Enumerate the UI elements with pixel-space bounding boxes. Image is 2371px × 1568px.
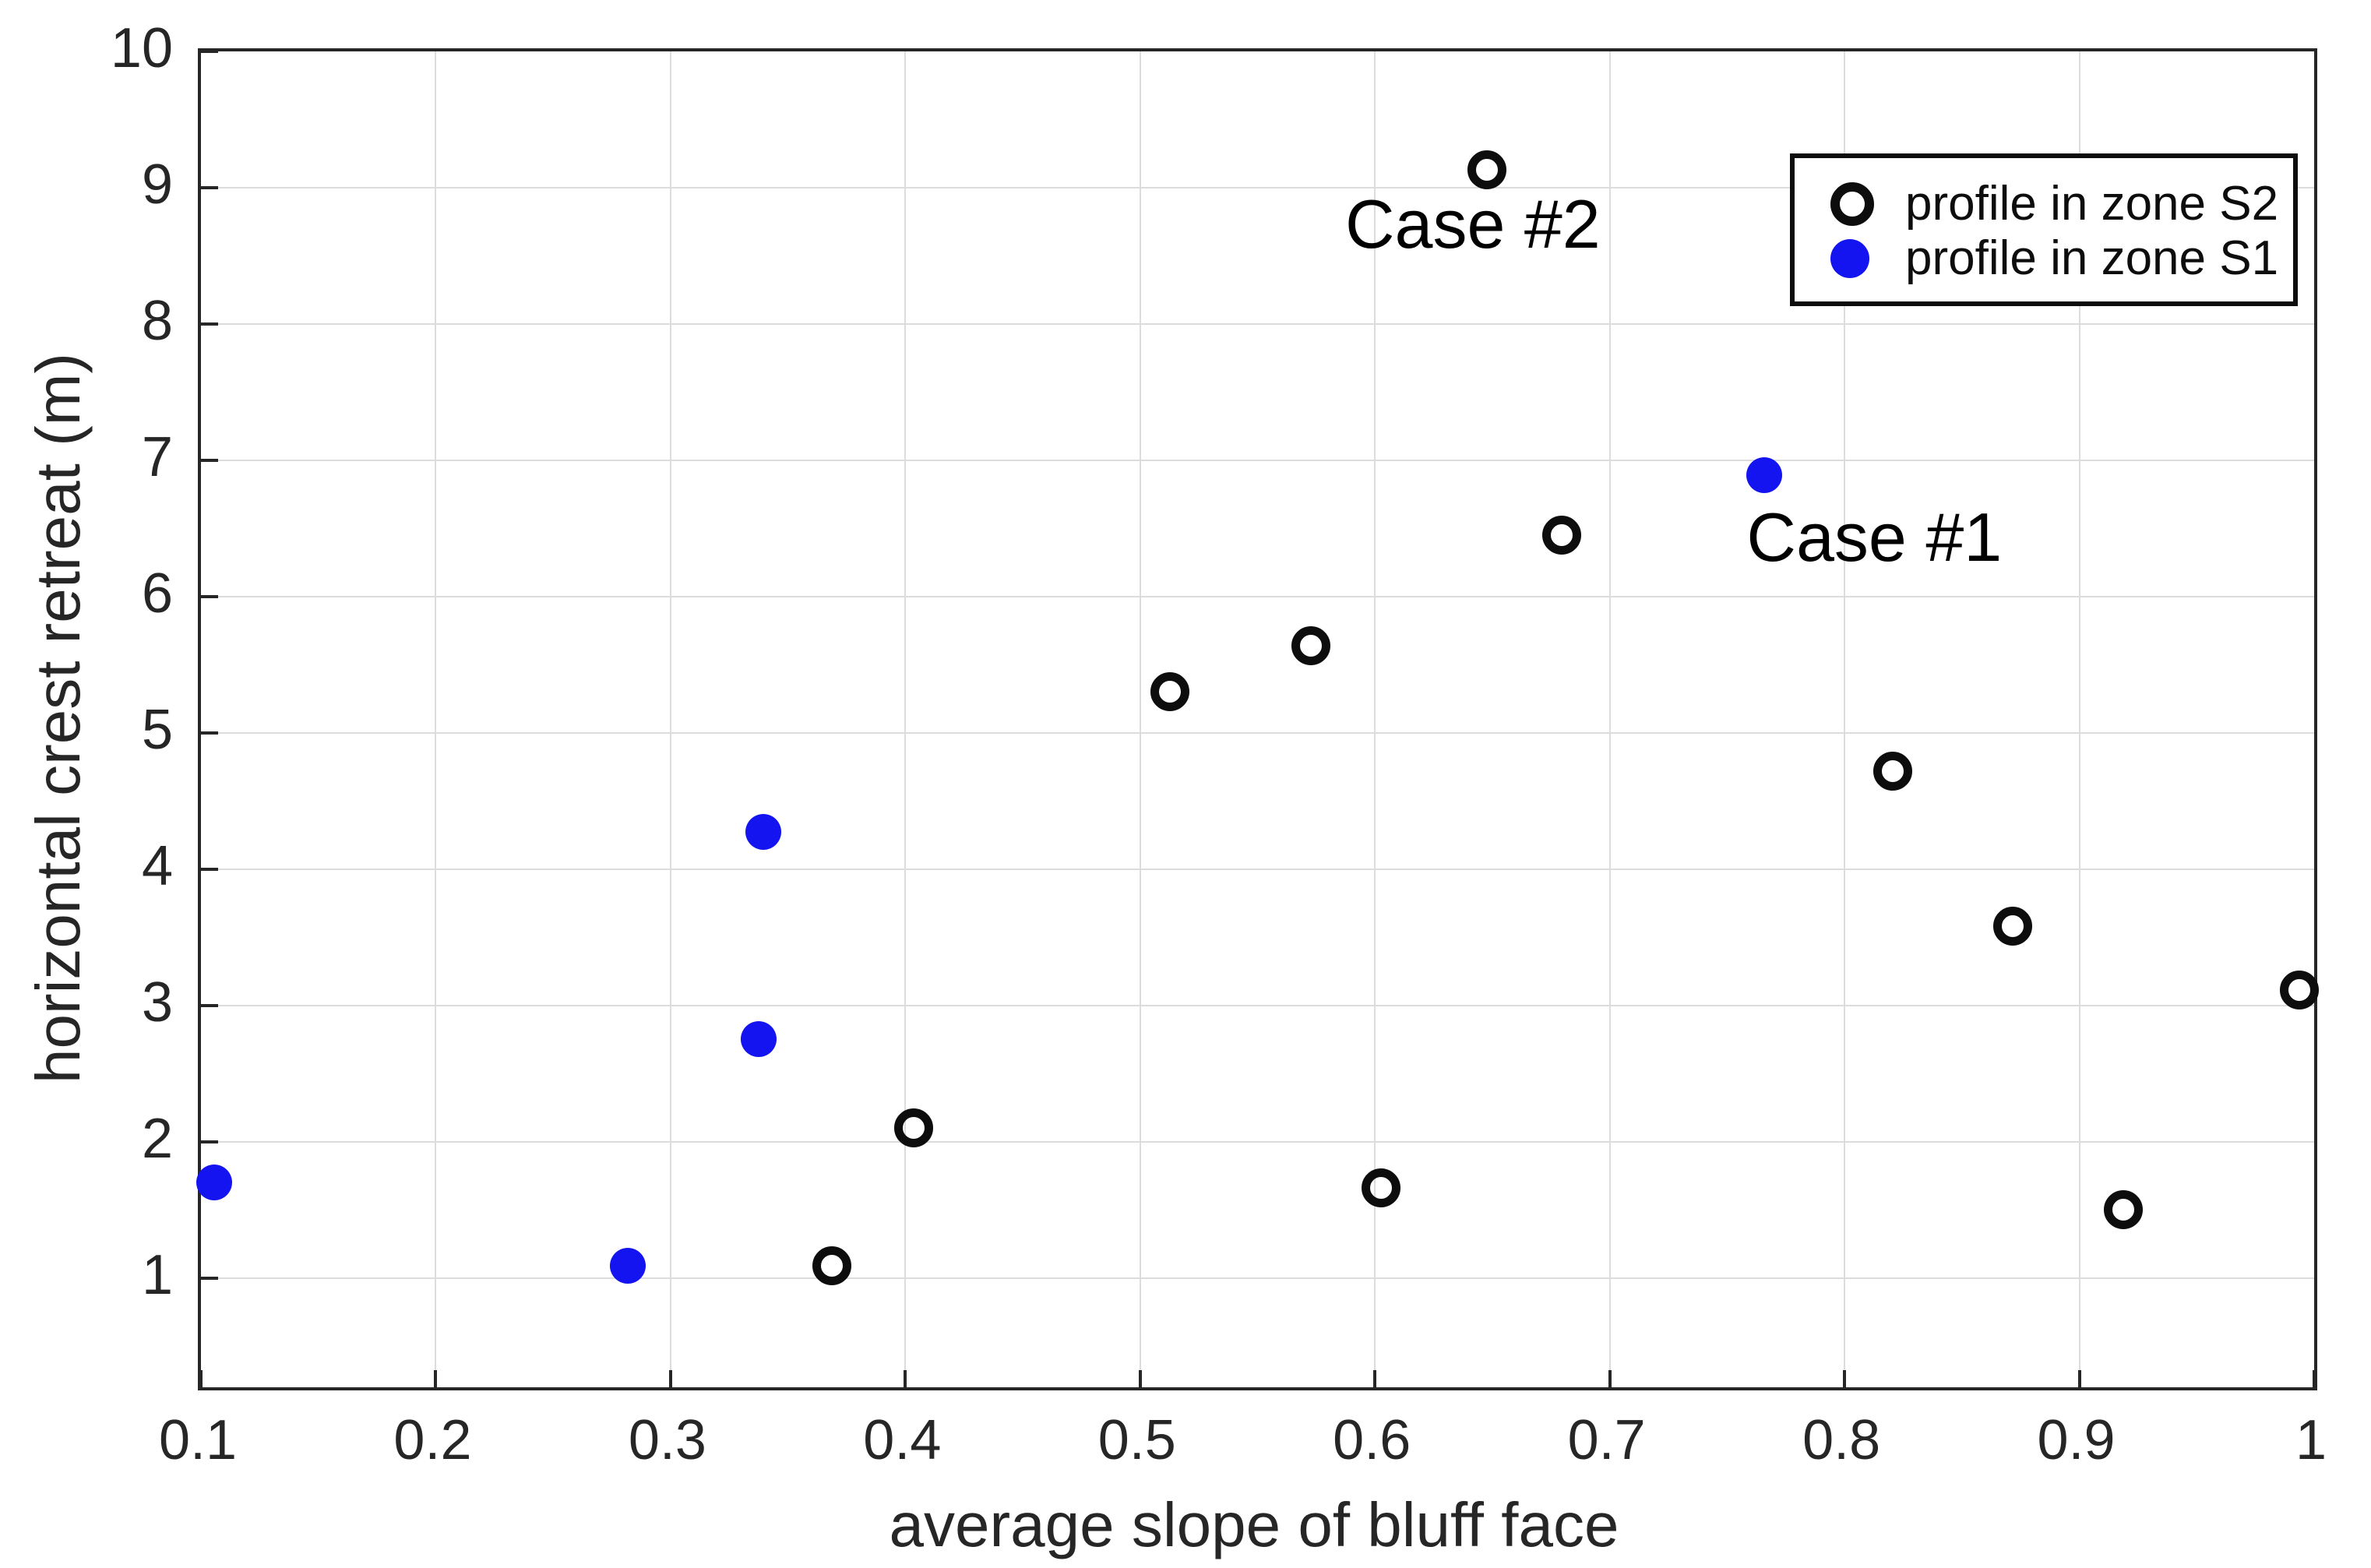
open-circle-marker-icon (1830, 182, 1874, 226)
data-point-s2 (1873, 751, 1913, 791)
y-tick-label: 2 (141, 1108, 173, 1170)
data-point-s2 (1993, 907, 2033, 946)
y-tick-mark (201, 868, 218, 871)
x-gridline (2078, 51, 2080, 1387)
x-tick-label: 0.8 (1802, 1409, 1881, 1471)
x-tick-mark (434, 1370, 438, 1387)
y-tick-mark (201, 322, 218, 326)
y-tick-label: 7 (141, 426, 173, 488)
legend-entry-s1: profile in zone S1 (1830, 231, 2293, 286)
y-tick-mark (201, 1140, 218, 1143)
data-point-s1 (609, 1247, 646, 1284)
y-tick-label: 1 (141, 1244, 173, 1306)
x-tick-mark (1843, 1370, 1847, 1387)
x-tick-mark (668, 1370, 672, 1387)
legend-marker-cell (1830, 182, 1905, 226)
y-gridline (201, 187, 2314, 189)
y-gridline (201, 1005, 2314, 1006)
x-gridline (435, 51, 437, 1387)
y-gridline (201, 460, 2314, 461)
x-gridline (1374, 51, 1376, 1387)
legend-entry-s2: profile in zone S2 (1830, 177, 2293, 231)
x-axis-title: average slope of bluff face (889, 1490, 1619, 1559)
y-tick-mark (201, 50, 218, 53)
data-point-s2 (1542, 515, 1582, 555)
data-point-s1 (1746, 456, 1782, 493)
legend-label-s1: profile in zone S1 (1905, 231, 2279, 285)
data-point-s2 (1150, 672, 1189, 711)
x-tick-label: 0.4 (863, 1409, 942, 1471)
y-tick-label: 9 (141, 153, 173, 216)
x-tick-mark (199, 1370, 203, 1387)
data-point-s2 (1291, 625, 1330, 665)
legend-marker-cell (1830, 239, 1905, 278)
data-point-s2 (1362, 1168, 1401, 1207)
legend: profile in zone S2 profile in zone S1 (1790, 153, 2298, 306)
x-gridline (669, 51, 671, 1387)
y-axis-title: horizontal crest retreat (m) (23, 352, 93, 1084)
x-tick-label: 0.3 (628, 1409, 706, 1471)
data-point-s1 (745, 814, 782, 851)
data-point-s2 (894, 1108, 934, 1147)
y-tick-mark (201, 731, 218, 735)
y-gridline (201, 323, 2314, 325)
y-tick-label: 6 (141, 562, 173, 625)
y-tick-mark (201, 595, 218, 598)
x-tick-label: 0.7 (1567, 1409, 1646, 1471)
filled-circle-marker-icon (1830, 239, 1869, 278)
legend-label-s2: profile in zone S2 (1905, 177, 2279, 231)
y-tick-label: 4 (141, 835, 173, 897)
annotation-case-2: Case #2 (1344, 185, 1601, 263)
y-tick-mark (201, 1277, 218, 1280)
y-gridline (201, 596, 2314, 597)
y-gridline (201, 869, 2314, 870)
data-point-s2 (1467, 150, 1506, 189)
x-tick-mark (2077, 1370, 2081, 1387)
x-gridline (1139, 51, 1141, 1387)
x-gridline (1608, 51, 1611, 1387)
x-tick-mark (1608, 1370, 1612, 1387)
y-tick-mark (201, 186, 218, 189)
x-tick-label: 0.5 (1097, 1409, 1176, 1471)
y-tick-label: 10 (110, 17, 173, 79)
x-gridline (1844, 51, 1846, 1387)
x-tick-label: 1 (2295, 1409, 2327, 1471)
x-tick-mark (1373, 1370, 1377, 1387)
y-gridline (201, 1141, 2314, 1143)
data-point-s2 (2103, 1190, 2143, 1229)
x-tick-label: 0.2 (393, 1409, 472, 1471)
data-point-s1 (741, 1021, 777, 1058)
annotation-case-1: Case #1 (1746, 499, 2003, 576)
data-point-s2 (2279, 971, 2319, 1010)
y-gridline (201, 732, 2314, 734)
x-tick-mark (2313, 1370, 2316, 1387)
x-gridline (904, 51, 907, 1387)
x-tick-label: 0.1 (158, 1409, 238, 1471)
x-tick-mark (1138, 1370, 1142, 1387)
data-point-s1 (196, 1165, 233, 1200)
y-tick-label: 8 (141, 290, 173, 352)
y-tick-mark (201, 459, 218, 462)
y-tick-mark (201, 1004, 218, 1007)
y-tick-label: 5 (141, 699, 173, 761)
y-gridline (201, 1277, 2314, 1279)
x-tick-mark (904, 1370, 907, 1387)
x-tick-label: 0.9 (2037, 1409, 2116, 1471)
y-tick-label: 3 (141, 971, 173, 1034)
x-tick-label: 0.6 (1333, 1409, 1411, 1471)
data-point-s2 (812, 1246, 851, 1285)
